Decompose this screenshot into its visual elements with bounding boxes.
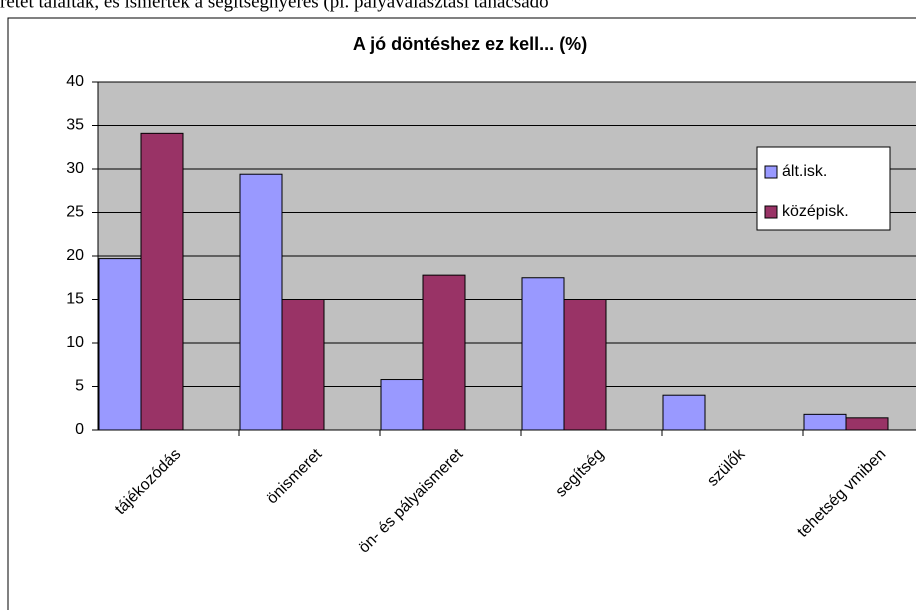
chart-title: A jó döntéshez ez kell... (%) xyxy=(353,34,587,54)
bar xyxy=(563,299,607,431)
bar xyxy=(803,413,847,431)
y-tick-label: 35 xyxy=(66,117,84,134)
bar xyxy=(845,417,889,431)
bar xyxy=(140,132,184,431)
y-tick-label: 10 xyxy=(66,334,84,351)
y-tick-label: 5 xyxy=(75,378,84,395)
legend-label: középisk. xyxy=(782,203,849,220)
legend-swatch xyxy=(764,205,778,219)
y-tick-label: 15 xyxy=(66,291,84,308)
bar xyxy=(380,379,424,431)
bar xyxy=(281,299,325,431)
y-tick-label: 40 xyxy=(66,73,84,90)
y-tick-label: 0 xyxy=(75,421,84,438)
caption: retet találtak, és ismerték a segítségny… xyxy=(0,0,549,12)
y-tick-label: 25 xyxy=(66,204,84,221)
y-tick-label: 30 xyxy=(66,160,84,177)
y-tick-label: 20 xyxy=(66,247,84,264)
bar xyxy=(521,277,565,431)
legend-box xyxy=(756,146,891,231)
bar xyxy=(98,258,142,431)
legend-swatch xyxy=(764,165,778,179)
bar xyxy=(662,394,706,431)
bar xyxy=(239,173,283,431)
bar xyxy=(422,274,466,431)
legend-label: ált.isk. xyxy=(782,163,827,180)
